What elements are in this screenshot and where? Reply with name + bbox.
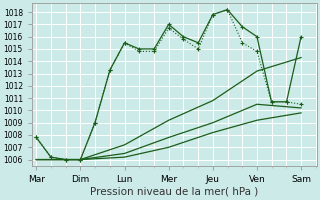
- X-axis label: Pression niveau de la mer( hPa ): Pression niveau de la mer( hPa ): [90, 187, 258, 197]
